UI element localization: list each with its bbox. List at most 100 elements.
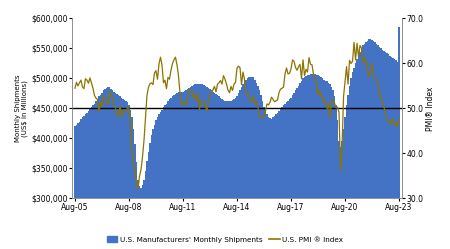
Bar	[341, 141, 343, 249]
Bar	[208, 88, 209, 249]
Bar	[88, 111, 89, 249]
Bar	[232, 100, 233, 249]
Bar	[353, 68, 355, 249]
Bar	[212, 92, 214, 249]
Bar	[235, 98, 236, 249]
Bar	[250, 77, 251, 249]
Bar	[89, 109, 91, 249]
Bar	[292, 95, 293, 249]
Bar	[203, 85, 205, 249]
Bar	[254, 80, 256, 249]
Bar	[214, 93, 215, 249]
Bar	[305, 76, 307, 249]
Bar	[179, 92, 181, 249]
Bar	[346, 106, 347, 249]
Bar	[397, 62, 398, 249]
Bar	[83, 116, 85, 249]
Bar	[283, 106, 284, 249]
Bar	[284, 104, 286, 249]
Bar	[206, 87, 208, 249]
Bar	[223, 100, 224, 249]
Bar	[173, 95, 175, 249]
Bar	[365, 42, 367, 249]
Bar	[248, 77, 250, 249]
Bar	[200, 84, 202, 249]
Bar	[395, 61, 397, 249]
Bar	[193, 85, 194, 249]
Bar	[268, 117, 269, 249]
Bar	[98, 96, 100, 249]
Bar	[122, 99, 124, 249]
Bar	[239, 90, 241, 249]
Bar	[238, 93, 239, 249]
Bar	[94, 104, 95, 249]
Bar	[388, 55, 389, 249]
Bar	[121, 98, 122, 249]
Bar	[383, 51, 385, 249]
Bar	[77, 124, 79, 249]
Bar	[329, 84, 331, 249]
Bar	[101, 93, 103, 249]
Bar	[139, 187, 140, 249]
Bar	[362, 46, 364, 249]
Bar	[158, 115, 160, 249]
Y-axis label: Monthly Shipments
(US$ in Millions): Monthly Shipments (US$ in Millions)	[15, 75, 28, 142]
Bar	[196, 84, 197, 249]
Bar	[398, 27, 400, 249]
Bar	[253, 77, 254, 249]
Bar	[220, 98, 221, 249]
Bar	[320, 77, 322, 249]
Bar	[331, 87, 332, 249]
Bar	[386, 53, 388, 249]
Bar	[209, 89, 211, 249]
Bar	[304, 77, 305, 249]
Bar	[95, 101, 97, 249]
Bar	[359, 52, 361, 249]
Bar	[265, 112, 266, 249]
Bar	[146, 161, 148, 249]
Bar	[188, 88, 190, 249]
Bar	[343, 129, 344, 249]
Bar	[344, 118, 346, 249]
Bar	[257, 86, 259, 249]
Bar	[175, 94, 176, 249]
Bar	[199, 84, 200, 249]
Bar	[356, 59, 358, 249]
Bar	[202, 84, 203, 249]
Bar	[350, 78, 352, 249]
Bar	[256, 83, 257, 249]
Bar	[103, 90, 104, 249]
Bar	[311, 74, 313, 249]
Bar	[368, 40, 370, 249]
Bar	[373, 41, 374, 249]
Bar	[92, 106, 94, 249]
Bar	[379, 47, 380, 249]
Bar	[392, 58, 394, 249]
Bar	[314, 74, 316, 249]
Bar	[260, 95, 262, 249]
Bar	[266, 115, 268, 249]
Bar	[100, 95, 101, 249]
Bar	[181, 92, 182, 249]
Bar	[197, 84, 199, 249]
Bar	[133, 129, 134, 249]
Bar	[295, 90, 296, 249]
Bar	[374, 43, 376, 249]
Bar	[247, 78, 248, 249]
Bar	[118, 95, 119, 249]
Bar	[323, 80, 325, 249]
Bar	[97, 99, 98, 249]
Bar	[385, 52, 386, 249]
Bar	[233, 99, 235, 249]
Bar	[74, 126, 76, 249]
Bar	[167, 101, 169, 249]
Bar	[148, 152, 149, 249]
Bar	[298, 86, 299, 249]
Bar	[169, 99, 170, 249]
Bar	[136, 162, 137, 249]
Bar	[134, 144, 136, 249]
Bar	[262, 101, 263, 249]
Bar	[76, 125, 77, 249]
Bar	[127, 103, 128, 249]
Bar	[187, 89, 188, 249]
